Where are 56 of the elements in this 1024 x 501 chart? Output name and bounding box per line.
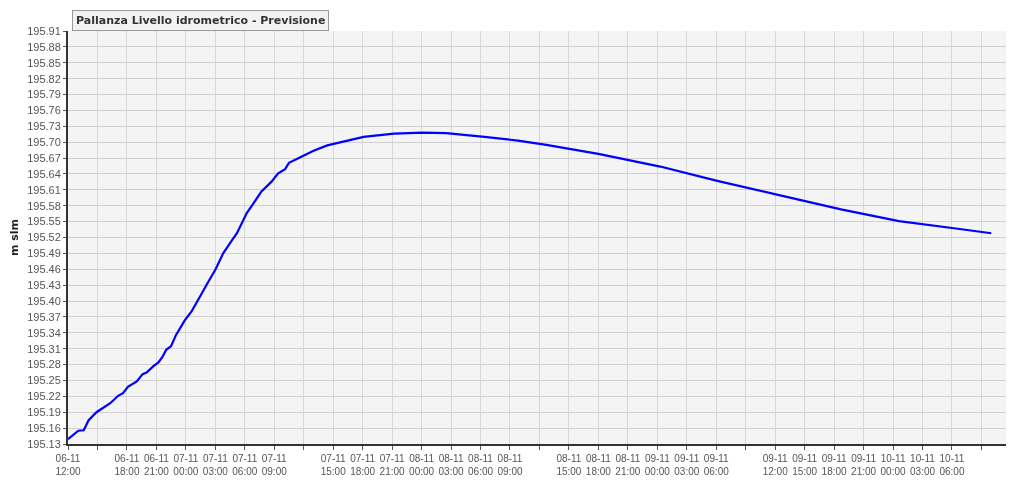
- y-tick-label: 195.13: [27, 437, 61, 450]
- y-tick-label: 195.34: [27, 326, 61, 339]
- x-tick-label: 08-11 21:00: [615, 453, 641, 477]
- y-tick-label: 195.16: [27, 421, 61, 434]
- x-tick-label: 09-11 03:00: [674, 453, 700, 477]
- y-tick-label: 195.85: [27, 56, 61, 69]
- x-tick-label: 08-11 06:00: [468, 453, 494, 477]
- y-axis-title: m slm: [8, 218, 22, 257]
- x-tick-label: 09-11 15:00: [792, 453, 818, 477]
- x-tick-label: 09-11 12:00: [762, 453, 789, 477]
- y-tick-label: 195.61: [27, 183, 61, 196]
- x-tick-label: 07-11 00:00: [173, 453, 199, 477]
- x-tick-label: 08-11 15:00: [556, 453, 582, 477]
- y-tick-label: 195.82: [27, 72, 61, 85]
- x-tick-label: 07-11 03:00: [202, 453, 229, 477]
- y-tick-label: 195.22: [27, 390, 61, 403]
- y-tick-label: 195.43: [27, 279, 61, 291]
- y-tick-label: 195.37: [27, 310, 61, 323]
- x-tick-label: 10-11 06:00: [939, 453, 965, 477]
- y-tick-label: 195.64: [27, 167, 61, 180]
- x-tick-label: 09-11 18:00: [821, 453, 848, 477]
- y-tick-label: 195.70: [27, 136, 61, 149]
- y-tick-label: 195.88: [27, 40, 61, 53]
- y-tick-label: 195.49: [27, 247, 61, 260]
- y-tick-label: 195.52: [27, 231, 61, 244]
- x-tick-label: 06-11 21:00: [143, 453, 170, 477]
- x-tick-label: 09-11 00:00: [644, 453, 671, 477]
- x-tick-label: 08-11 18:00: [585, 453, 612, 477]
- y-tick-label: 195.76: [27, 104, 61, 117]
- y-tick-label: 195.46: [27, 263, 61, 276]
- x-tick-label: 10-11 00:00: [880, 453, 906, 477]
- x-tick-label: 08-11 03:00: [438, 453, 465, 477]
- x-tick-label: 08-11 09:00: [497, 453, 523, 477]
- x-tick-label: 07-11 09:00: [261, 453, 288, 477]
- x-tick-label: 07-11 21:00: [379, 453, 406, 477]
- chart-title: Pallanza Livello idrometrico - Previsione: [76, 14, 326, 27]
- y-tick-label: 195.58: [27, 199, 61, 212]
- y-tick-label: 195.67: [27, 151, 61, 164]
- x-tick-label: 08-11 00:00: [409, 453, 435, 477]
- y-tick-label: 195.55: [27, 215, 61, 228]
- x-tick-label: 07-11 18:00: [350, 453, 376, 477]
- y-tick-label: 195.19: [27, 406, 61, 419]
- y-tick-label: 195.31: [27, 342, 61, 355]
- x-tick-label: 09-11 06:00: [703, 453, 730, 477]
- x-tick-label: 07-11 06:00: [232, 453, 258, 477]
- x-tick-label: 10-11 03:00: [909, 453, 936, 477]
- x-tick-label: 06-11 18:00: [114, 453, 140, 477]
- x-tick-label: 06-11 12:00: [55, 453, 81, 477]
- y-tick-label: 195.28: [27, 358, 61, 371]
- y-tick-label: 195.79: [27, 88, 61, 101]
- y-tick-label: 195.25: [27, 374, 61, 387]
- x-tick-label: 07-11 15:00: [320, 453, 347, 477]
- y-tick-label: 195.73: [27, 120, 61, 133]
- x-tick-label: 09-11 21:00: [851, 453, 877, 477]
- y-tick-label: 195.40: [27, 294, 61, 307]
- y-tick-label: 195.91: [27, 24, 61, 37]
